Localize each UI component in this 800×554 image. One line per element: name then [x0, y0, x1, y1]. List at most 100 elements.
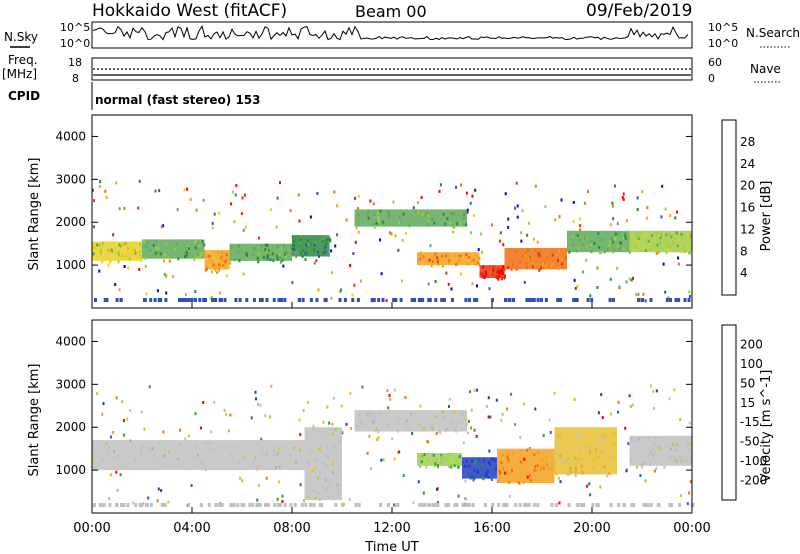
- band-cell: [499, 271, 502, 275]
- band-cell: [581, 468, 584, 472]
- band-cell: [606, 455, 609, 459]
- band-cell: [601, 238, 604, 242]
- ground-scatter-cell: [609, 503, 613, 507]
- band-cell: [155, 240, 158, 244]
- band-cell: [426, 223, 429, 227]
- band-cell: [465, 459, 468, 463]
- band-cell: [322, 251, 324, 255]
- band-cell: [378, 411, 381, 415]
- speckle-cell: [646, 206, 649, 210]
- speckle-cell: [213, 400, 216, 404]
- band-cell: [374, 419, 377, 423]
- speckle-cell: [108, 497, 111, 501]
- speckle-cell: [239, 476, 242, 480]
- band-cell: [163, 448, 166, 452]
- band-cell: [533, 264, 536, 268]
- band-cell: [482, 272, 485, 276]
- speckle-cell: [343, 502, 346, 506]
- speckle-cell: [635, 293, 638, 297]
- ground-scatter-cell: [632, 503, 636, 507]
- band-cell: [309, 448, 312, 452]
- band-cell: [476, 462, 479, 466]
- band-cell: [226, 264, 229, 268]
- ground-scatter-cell: [617, 503, 621, 507]
- band-cell: [480, 465, 483, 469]
- speckle-cell: [138, 179, 141, 183]
- band-cell: [652, 453, 655, 457]
- band-cell: [499, 471, 502, 475]
- band-cell: [255, 467, 258, 471]
- band-cell: [501, 276, 503, 280]
- ground-scatter-cell: [126, 503, 130, 507]
- band-cell: [522, 481, 525, 484]
- ground-scatter-cell: [483, 503, 487, 507]
- band-cell: [92, 459, 95, 463]
- band-cell: [128, 257, 131, 261]
- band-cell: [558, 249, 560, 253]
- speckle-cell: [162, 224, 165, 228]
- x-tick-label: 08:00: [273, 521, 310, 536]
- ground-scatter-cell: [214, 503, 218, 507]
- range-band-8: [504, 248, 567, 270]
- band-cell: [592, 457, 595, 461]
- band-cell: [205, 258, 208, 262]
- band-cell: [204, 268, 207, 272]
- band-cell: [196, 241, 199, 245]
- band-cell: [447, 254, 449, 257]
- band-cell: [588, 446, 591, 450]
- band-cell: [458, 258, 461, 262]
- ground-scatter-cell: [341, 503, 344, 507]
- speckle-cell: [417, 201, 420, 205]
- band-cell: [488, 461, 491, 465]
- speckle-cell: [393, 388, 396, 392]
- band-cell: [324, 238, 327, 242]
- ground-scatter-cell: [309, 503, 312, 507]
- speckle-cell: [257, 236, 260, 240]
- speckle-cell: [467, 420, 470, 423]
- band-cell: [486, 469, 489, 473]
- ground-scatter-cell: [453, 503, 457, 507]
- speckle-cell: [240, 212, 243, 215]
- colorbar-tick-label: 12: [740, 222, 755, 236]
- band-cell: [334, 428, 337, 431]
- band-cell: [590, 243, 593, 247]
- speckle-cell: [504, 192, 507, 196]
- speckle-cell: [101, 412, 104, 416]
- speckle-cell: [339, 289, 342, 293]
- band-cell: [320, 444, 323, 448]
- ground-scatter-cell: [312, 503, 316, 507]
- band-cell: [508, 480, 511, 484]
- band-cell: [537, 452, 540, 456]
- band-cell: [533, 453, 536, 457]
- speckle-cell: [165, 291, 168, 295]
- band-cell: [436, 260, 439, 264]
- speckle-cell: [304, 258, 307, 261]
- ground-scatter-cell: [234, 298, 238, 302]
- ground-scatter-cell: [536, 298, 540, 302]
- band-cell: [373, 213, 376, 216]
- ground-scatter-cell: [399, 298, 403, 302]
- band-cell: [200, 252, 203, 256]
- band-cell: [285, 250, 288, 254]
- band-cell: [226, 257, 229, 261]
- band-cell: [555, 253, 558, 257]
- band-cell: [420, 425, 423, 429]
- band-cell: [469, 259, 472, 263]
- band-cell: [475, 458, 478, 462]
- x-tick-label: 16:00: [473, 521, 510, 536]
- ground-scatter-cell: [417, 298, 421, 302]
- band-cell: [237, 460, 240, 464]
- band-cell: [107, 249, 110, 253]
- ground-scatter-cell: [219, 298, 223, 302]
- speckle-cell: [265, 476, 268, 480]
- speckle-cell: [328, 421, 331, 425]
- speckle-cell: [143, 427, 146, 431]
- band-cell: [535, 469, 538, 473]
- band-cell: [377, 219, 380, 223]
- ground-scatter-cell: [223, 298, 227, 302]
- band-cell: [269, 258, 272, 262]
- band-cell: [654, 436, 657, 440]
- band-cell: [202, 462, 205, 466]
- band-cell: [187, 247, 190, 251]
